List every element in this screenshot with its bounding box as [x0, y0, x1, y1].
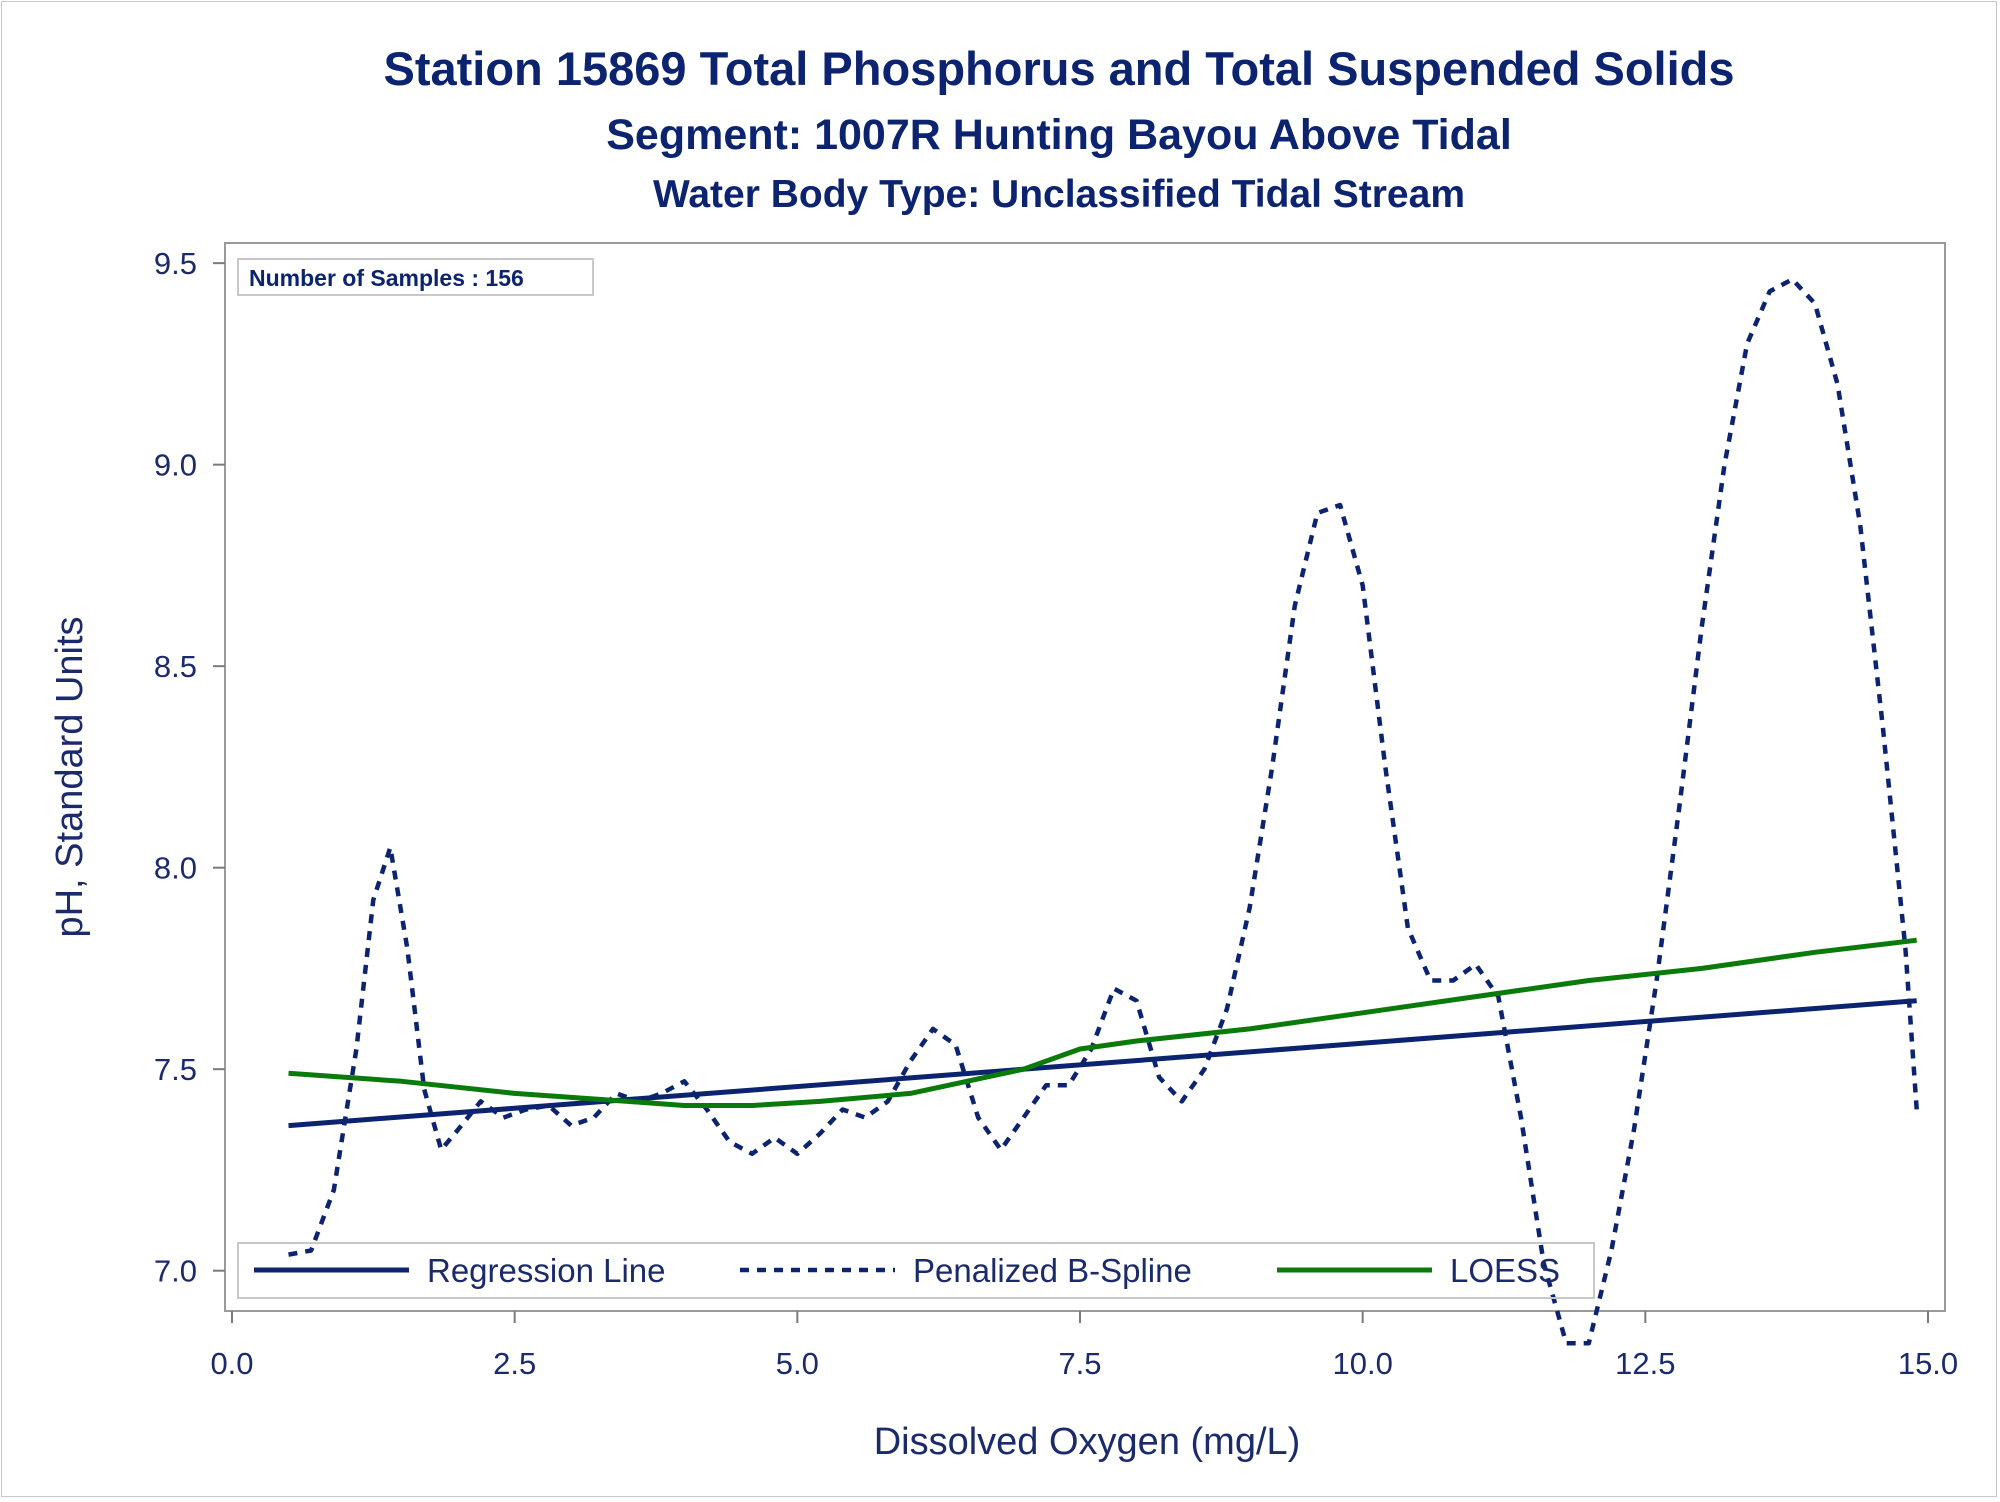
- y-tick-label: 8.5: [154, 649, 197, 684]
- sample-count-label: Number of Samples : 156: [249, 265, 524, 291]
- x-tick-label: 2.5: [493, 1346, 536, 1381]
- y-axis: 7.0 7.5 8.0 8.5 9.0 9.5: [154, 246, 225, 1289]
- chart-subtitle: Segment: 1007R Hunting Bayou Above Tidal: [606, 111, 1512, 159]
- plot-area: [224, 242, 1946, 1312]
- y-tick-label: 7.5: [154, 1052, 197, 1087]
- x-tick-label: 10.0: [1332, 1346, 1392, 1381]
- y-axis-label: pH, Standard Units: [49, 616, 91, 937]
- sample-count-box: Number of Samples : 156: [237, 258, 594, 296]
- x-tick-label: 7.5: [1058, 1346, 1101, 1381]
- chart-subtitle-2: Water Body Type: Unclassified Tidal Stre…: [653, 173, 1465, 216]
- series-layer: [288, 277, 1919, 1346]
- legend-label-penalized-b-spline: Penalized B-Spline: [913, 1252, 1192, 1289]
- legend: Regression Line Penalized B-Spline LOESS: [237, 1242, 1595, 1299]
- y-tick-label: 9.0: [154, 448, 197, 483]
- legend-label-regression-line: Regression Line: [427, 1252, 665, 1289]
- x-axis-label: Dissolved Oxygen (mg/L): [874, 1421, 1301, 1463]
- series-regression-line-line: [288, 998, 1917, 1129]
- x-tick-label: 12.5: [1615, 1346, 1675, 1381]
- y-tick-label: 7.0: [154, 1254, 197, 1289]
- y-tick-label: 8.0: [154, 851, 197, 886]
- x-axis: 0.0 2.5 5.0 7.5 10.0 12.5 15.0: [210, 1311, 1958, 1381]
- x-tick-label: 0.0: [210, 1346, 253, 1381]
- legend-label-loess: LOESS: [1450, 1252, 1560, 1289]
- x-tick-label: 5.0: [776, 1346, 819, 1381]
- series-loess-line: [288, 937, 1917, 1108]
- series-penalized-b-spline-line: [288, 277, 1919, 1346]
- x-tick-label: 15.0: [1898, 1346, 1958, 1381]
- chart-title: Station 15869 Total Phosphorus and Total…: [384, 42, 1735, 95]
- y-tick-label: 9.5: [154, 246, 197, 281]
